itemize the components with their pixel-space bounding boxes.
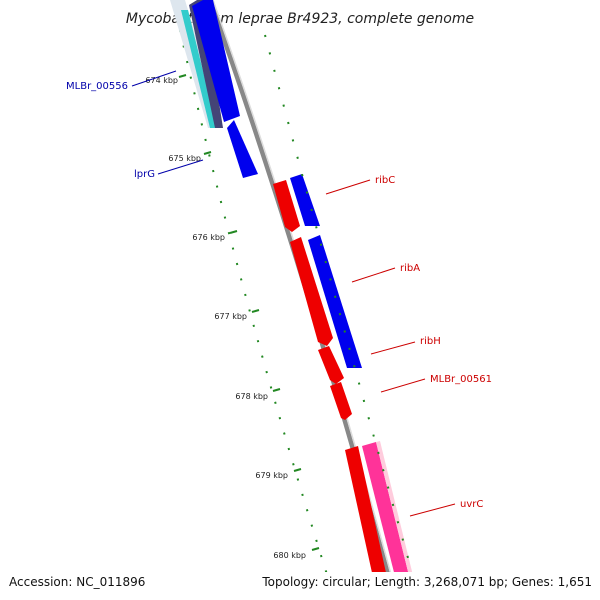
gene-label-ribc[interactable]: ribC bbox=[375, 175, 395, 186]
leader-line bbox=[370, 341, 416, 355]
ruler-major-tick bbox=[203, 151, 212, 155]
footer-accession: Accession: NC_011896 bbox=[9, 575, 145, 589]
feature-uvrc[interactable] bbox=[362, 442, 415, 600]
ruler-major-tick bbox=[229, 230, 238, 234]
leader-line bbox=[131, 70, 177, 87]
feature-ribh[interactable] bbox=[318, 346, 344, 384]
ruler-major-tick bbox=[311, 547, 320, 551]
tick-label: 674 kbp bbox=[145, 76, 178, 85]
features bbox=[170, 0, 419, 600]
tick-label: 680 kbp bbox=[273, 551, 306, 560]
gene-label-lprg[interactable]: lprG bbox=[134, 169, 155, 180]
footer-summary: Topology: circular; Length: 3,268,071 bp… bbox=[261, 575, 592, 589]
leader-line bbox=[325, 179, 371, 195]
leader-line bbox=[351, 267, 396, 283]
feature-uvrc-pale[interactable] bbox=[376, 441, 419, 600]
feature-blue-cds-top[interactable] bbox=[192, 0, 240, 122]
tick-label: 676 kbp bbox=[192, 233, 225, 242]
feature-mlbr-00561[interactable] bbox=[330, 382, 352, 420]
gene-label-mlbr-00556[interactable]: MLBr_00556 bbox=[66, 81, 128, 92]
tick-label: 677 kbp bbox=[214, 312, 247, 321]
tick-label: 675 kbp bbox=[168, 154, 201, 163]
feature-uvrc-reverse[interactable] bbox=[345, 446, 392, 600]
feature-ribc[interactable] bbox=[290, 174, 320, 226]
gene-label-uvrc[interactable]: uvrC bbox=[460, 499, 483, 510]
leader-line bbox=[409, 503, 456, 517]
feature-riba[interactable] bbox=[308, 235, 362, 368]
gene-labels: MLBr_00556 lprG ribC ribA ribH MLBr_0056… bbox=[66, 70, 492, 517]
feature-mlbr-00556[interactable] bbox=[189, 0, 223, 128]
gene-label-mlbr-00561[interactable]: MLBr_00561 bbox=[430, 374, 492, 385]
leader-line bbox=[157, 159, 204, 175]
gene-label-ribh[interactable]: ribH bbox=[420, 336, 441, 347]
gene-label-riba[interactable]: ribA bbox=[400, 263, 420, 274]
feature-riba-reverse[interactable] bbox=[290, 237, 333, 346]
feature-lprg[interactable] bbox=[227, 120, 258, 178]
tick-label: 678 kbp bbox=[235, 392, 268, 401]
ruler-major-tick bbox=[272, 388, 281, 392]
feature-ribc-reverse[interactable] bbox=[273, 180, 300, 232]
outer-dotted-track bbox=[264, 34, 421, 600]
ruler-major-tick bbox=[293, 468, 302, 472]
footer-background bbox=[0, 572, 600, 600]
ruler-major-tick bbox=[178, 74, 187, 78]
leader-line bbox=[380, 378, 426, 393]
ruler-ticks: 674 kbp 675 kbp 676 kbp 677 kbp 678 kbp … bbox=[145, 74, 320, 560]
feature-misc-cyan[interactable] bbox=[181, 10, 217, 128]
tick-label: 679 kbp bbox=[255, 471, 288, 480]
ruler-major-tick bbox=[251, 309, 260, 313]
